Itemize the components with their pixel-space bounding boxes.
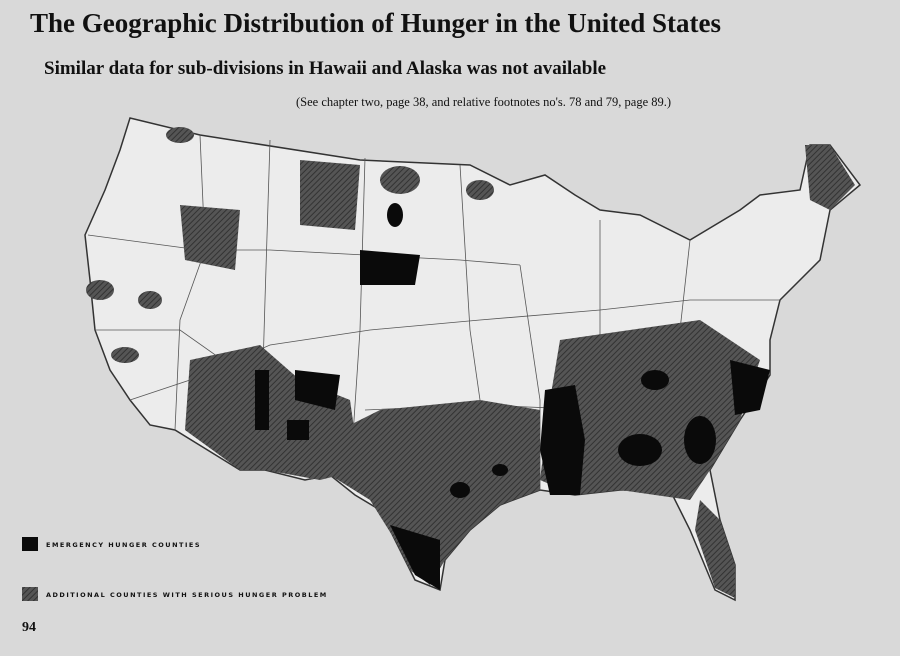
page-number: 94	[22, 620, 36, 635]
legend-swatch-serious	[22, 587, 38, 601]
emergency-hunger-areas	[255, 203, 770, 590]
legend-label: ADDITIONAL COUNTIES WITH SERIOUS HUNGER …	[46, 591, 328, 599]
legend-swatch-emergency	[22, 537, 38, 551]
legend-label: EMERGENCY HUNGER COUNTIES	[46, 541, 201, 549]
note: (See chapter two, page 38, and relative …	[296, 95, 672, 109]
title: The Geographic Distribution of Hunger in…	[30, 8, 722, 38]
subtitle: Similar data for sub-divisions in Hawaii…	[44, 58, 607, 79]
